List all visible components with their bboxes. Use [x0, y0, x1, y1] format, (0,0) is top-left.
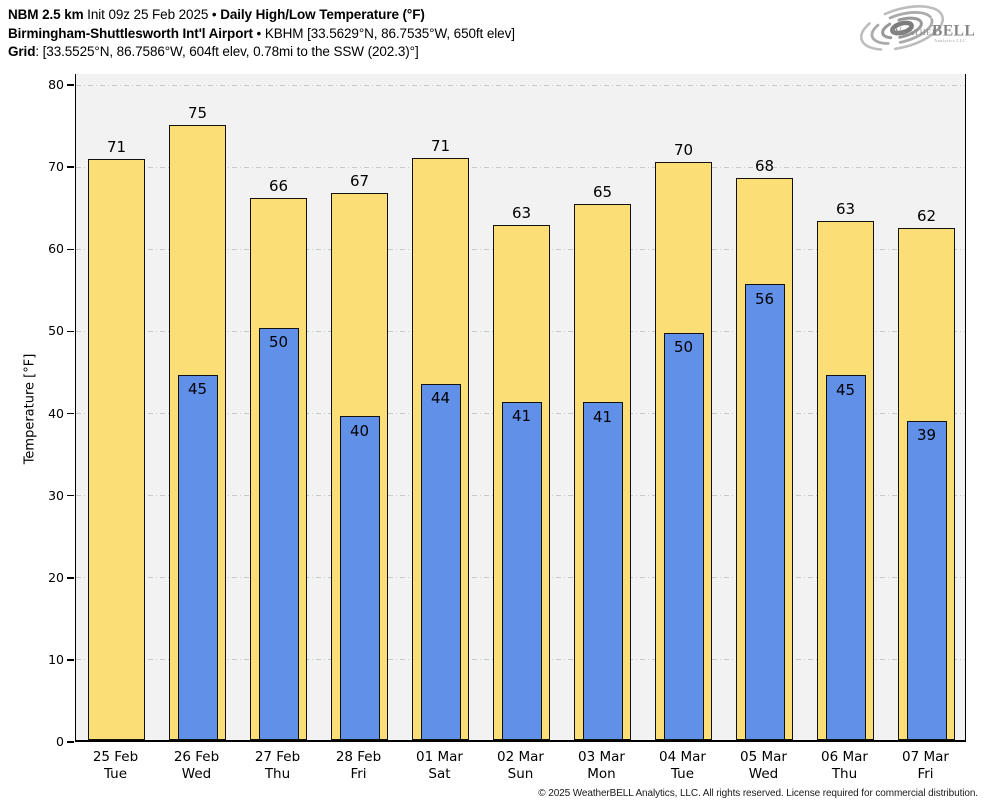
x-tick-weekday: Fri — [350, 766, 367, 782]
x-tick-date: 03 Mar — [578, 749, 625, 765]
x-tick-weekday: Tue — [670, 766, 695, 782]
grid-label: Grid — [8, 44, 36, 59]
x-tick-date: 06 Mar — [821, 749, 868, 765]
header-line-3: Grid: [33.5525°N, 86.7586°W, 604ft elev,… — [8, 43, 515, 62]
high-value-label: 71 — [430, 136, 451, 155]
gridline-80 — [76, 84, 965, 86]
low-bar — [744, 284, 785, 740]
y-tick-label-20: 20 — [48, 569, 64, 585]
y-tick-label-0: 0 — [56, 734, 64, 749]
low-bar — [825, 375, 866, 740]
init-time: Init 09z 25 Feb 2025 • — [83, 7, 221, 22]
y-tick-label-40: 40 — [48, 405, 64, 421]
y-tick-label-60: 60 — [48, 241, 64, 257]
low-value-label: 41 — [511, 407, 532, 426]
station-name: Birmingham-Shuttlesworth Int'l Airport — [8, 25, 253, 41]
high-value-label: 66 — [268, 176, 289, 195]
y-tick-0 — [67, 741, 74, 743]
x-tick-date: 01 Mar — [416, 749, 463, 765]
x-tick-weekday: Sat — [428, 766, 451, 782]
x-tick-weekday: Fri — [917, 766, 934, 782]
high-value-label: 67 — [349, 172, 370, 191]
x-tick-weekday: Thu — [264, 766, 291, 782]
low-value-label: 44 — [430, 389, 451, 408]
grid-coordinates: : [33.5525°N, 86.7586°W, 604ft elev, 0.7… — [35, 44, 419, 59]
high-value-label: 65 — [592, 182, 613, 201]
y-tick-label-70: 70 — [48, 159, 64, 175]
y-tick-20 — [67, 577, 74, 579]
high-value-label: 62 — [916, 206, 937, 225]
x-tick-date: 04 Mar — [659, 749, 706, 765]
high-value-label: 75 — [187, 103, 208, 122]
low-value-label: 40 — [349, 421, 370, 440]
low-bar — [663, 332, 704, 740]
low-bar — [906, 420, 947, 740]
y-tick-label-10: 10 — [48, 651, 64, 667]
low-value-label: 45 — [187, 380, 208, 399]
y-tick-80 — [67, 84, 74, 86]
low-value-label: 50 — [268, 333, 289, 352]
logo-text-weather: Weather — [891, 26, 938, 38]
x-tick-date: 26 Feb — [173, 749, 220, 765]
x-tick-date: 27 Feb — [254, 749, 301, 765]
x-tick-weekday: Mon — [587, 766, 616, 782]
x-tick-weekday: Sun — [507, 766, 534, 782]
low-value-label: 56 — [754, 289, 775, 308]
x-tick-date: 02 Mar — [497, 749, 544, 765]
low-bar — [339, 416, 380, 740]
station-coordinates: • KBHM [33.5629°N, 86.7535°W, 650ft elev… — [252, 25, 515, 41]
x-tick-weekday: Thu — [831, 766, 858, 782]
low-bar — [501, 401, 542, 740]
logo-text-bell: BELL — [932, 23, 975, 40]
y-tick-50 — [67, 330, 74, 333]
low-bar — [258, 327, 299, 740]
x-tick-date: 07 Mar — [902, 749, 949, 765]
header-line-1: NBM 2.5 km Init 09z 25 Feb 2025 • Daily … — [8, 6, 515, 25]
y-tick-label-50: 50 — [48, 323, 64, 339]
low-bar — [177, 374, 218, 740]
high-value-label: 68 — [754, 157, 775, 176]
logo-text-analytics: Analytics LLC — [934, 38, 966, 43]
x-tick-date: 05 Mar — [740, 749, 787, 765]
high-bar — [88, 159, 145, 740]
high-value-label: 71 — [106, 138, 127, 157]
header-line-2: Birmingham-Shuttlesworth Int'l Airport •… — [8, 25, 515, 44]
y-tick-60 — [67, 248, 74, 250]
y-tick-label-30: 30 — [48, 487, 64, 503]
x-tick-weekday: Wed — [181, 766, 212, 782]
y-tick-40 — [67, 412, 74, 415]
low-bar — [420, 383, 461, 740]
low-value-label: 41 — [592, 407, 613, 426]
page-title: Daily High/Low Temperature (°F) — [220, 7, 425, 22]
low-value-label: 50 — [673, 338, 694, 357]
x-tick-date: 28 Feb — [335, 749, 382, 765]
x-tick-weekday: Tue — [103, 766, 128, 782]
low-value-label: 39 — [916, 426, 937, 445]
hurricane-swirl-icon — [859, 5, 945, 51]
high-value-label: 70 — [673, 140, 694, 159]
y-tick-70 — [67, 166, 74, 168]
copyright-notice: © 2025 WeatherBELL Analytics, LLC. All r… — [538, 788, 978, 799]
x-tick-date: 25 Feb — [92, 749, 139, 765]
y-tick-30 — [67, 494, 74, 497]
y-tick-10 — [67, 659, 74, 661]
x-tick-weekday: Wed — [748, 766, 779, 782]
high-value-label: 63 — [835, 199, 856, 218]
weatherbell-logo: Weather BELL Analytics LLC — [859, 5, 975, 51]
gridline-70 — [76, 166, 965, 168]
y-tick-label-80: 80 — [48, 77, 64, 92]
low-bar — [582, 402, 623, 740]
low-value-label: 45 — [835, 380, 856, 399]
plot-area: 71 75 66 67 71 63 65 70 68 63 62 45 50 40 44 41 41 50 56 45… — [75, 74, 966, 742]
chart-header: NBM 2.5 km Init 09z 25 Feb 2025 • Daily … — [8, 6, 515, 62]
model-name: NBM 2.5 km — [8, 7, 84, 22]
high-value-label: 63 — [511, 204, 532, 223]
